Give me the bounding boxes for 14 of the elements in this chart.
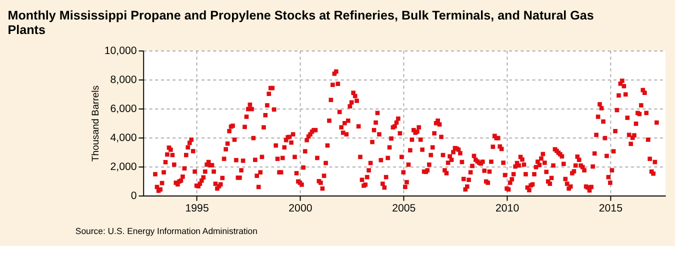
x-tick-label: 2015 (598, 202, 623, 214)
x-tick-label: 2010 (495, 202, 520, 214)
y-tick-label: 0 (130, 190, 137, 202)
x-tick-label: 2005 (392, 202, 416, 214)
x-tick-label: 1995 (185, 202, 209, 214)
source-note: Source: U.S. Energy Information Administration (75, 226, 258, 236)
y-tick-label: 2,000 (110, 160, 137, 173)
x-tick-label: 2000 (288, 202, 312, 214)
y-tick-label: 10,000 (104, 44, 137, 57)
y-tick-label: 4,000 (110, 132, 137, 144)
y-axis-title: Thousand Barrels (90, 85, 102, 162)
chart-title: Monthly Mississippi Propane and Propylene Stocks at Refineries, Bulk Terminals, and Natural Gas Plants (8, 8, 594, 38)
y-tick-label: 6,000 (110, 102, 137, 115)
y-tick-label: 8,000 (110, 74, 137, 86)
